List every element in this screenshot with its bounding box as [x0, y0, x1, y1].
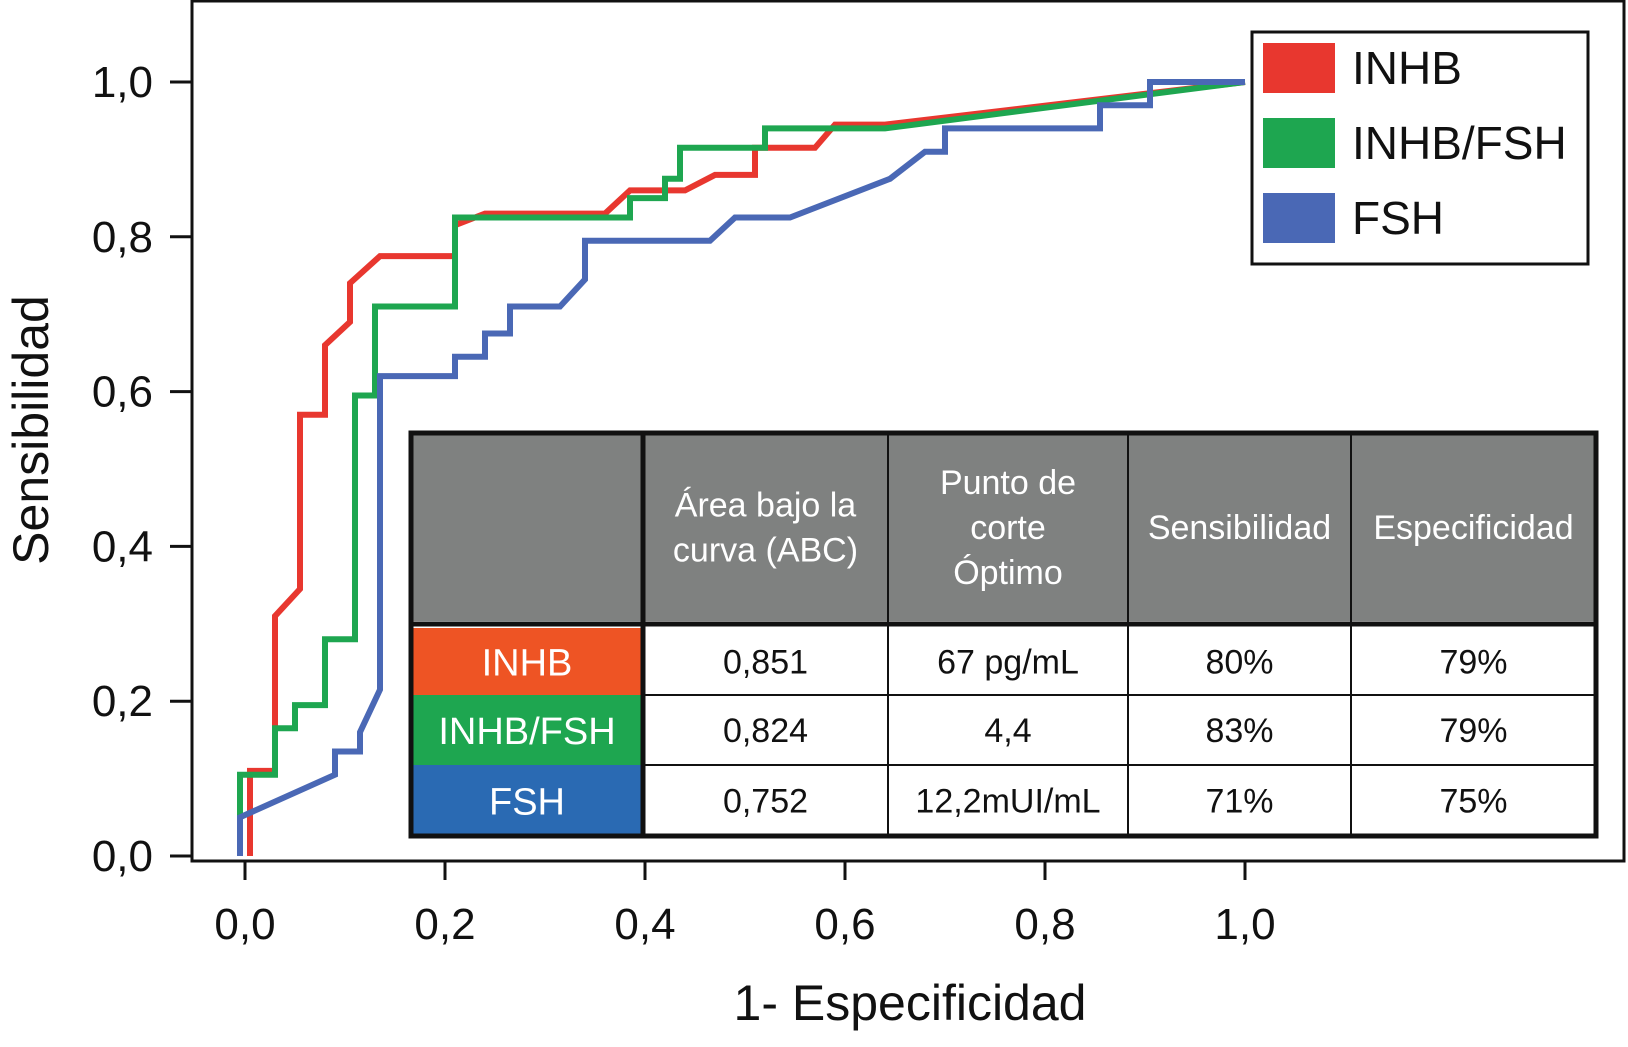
x-tick-label: 0,4 [614, 900, 675, 949]
x-tick-label: 0,0 [214, 900, 275, 949]
roc-line-inhb-fsh [237, 79, 1246, 856]
x-tick-label: 0,6 [814, 900, 875, 949]
legend-swatch-inhb-fsh [1263, 118, 1335, 168]
roc-line-fsh [237, 79, 1245, 856]
table-border [408, 430, 1599, 839]
legend: INHB INHB/FSH FSH [1250, 30, 1590, 266]
row-header-fsh [411, 765, 643, 836]
x-tick-label: 0,8 [1014, 900, 1075, 949]
y-tick-label: 0,6 [92, 368, 153, 417]
y-tick-label: 0,4 [92, 522, 153, 571]
table-header-cell: Sensibilidad [1148, 509, 1331, 547]
y-axis-title: Sensibilidad [3, 295, 59, 565]
plot-frame [190, 0, 1626, 863]
table-header-cell: Especificidad [1373, 509, 1573, 547]
row-header-inhb [411, 628, 643, 695]
table-cell: 80% [1205, 644, 1273, 682]
legend-label-inhb-fsh: INHB/FSH [1352, 117, 1567, 169]
table-cell: 4,4 [984, 712, 1031, 750]
y-tick-label: 0,8 [92, 213, 153, 262]
legend-label-fsh: FSH [1352, 192, 1444, 244]
x-tick-label: 1,0 [1214, 900, 1275, 949]
table-cell: 71% [1205, 783, 1273, 821]
stats-table: Área bajo la curva (ABC) Punto de corte Ópti… [408, 430, 1599, 839]
legend-label-inhb: INHB [1352, 42, 1462, 94]
table-header-cell: Área bajo la curva (ABC) [673, 487, 858, 570]
table-cell: 12,2mUI/mL [915, 783, 1100, 821]
table-cell: 0,851 [723, 644, 808, 682]
table-cell: 75% [1439, 783, 1507, 821]
table-cell: 79% [1439, 644, 1507, 682]
table-header-band [411, 433, 1596, 621]
table-cell: 83% [1205, 712, 1273, 750]
y-tick-label: 0,2 [92, 677, 153, 726]
table-cell: 0,752 [723, 783, 808, 821]
axes: 0,0 0,2 0,4 0,6 0,8 1,0 0,0 0,2 0,4 0,6 0,8 1,0 [92, 58, 1276, 949]
table-row-label: INHB/FSH [438, 711, 615, 753]
table-row-label: FSH [489, 782, 565, 824]
x-tick-label: 0,2 [414, 900, 475, 949]
table-cell: 79% [1439, 712, 1507, 750]
table-header-cell: Punto de corte Óptimo [940, 464, 1076, 592]
y-tick-label: 1,0 [92, 58, 153, 107]
legend-swatch-inhb [1263, 43, 1335, 93]
x-axis-title: 1- Especificidad [734, 975, 1087, 1031]
table-cell: 0,824 [723, 712, 808, 750]
table-row-label: INHB [482, 643, 573, 685]
series-layer [237, 79, 1246, 856]
row-header-inhb-fsh [411, 695, 643, 765]
table-cell: 67 pg/mL [937, 644, 1079, 682]
y-tick-label: 0,0 [92, 832, 153, 881]
legend-swatch-fsh [1263, 193, 1335, 243]
